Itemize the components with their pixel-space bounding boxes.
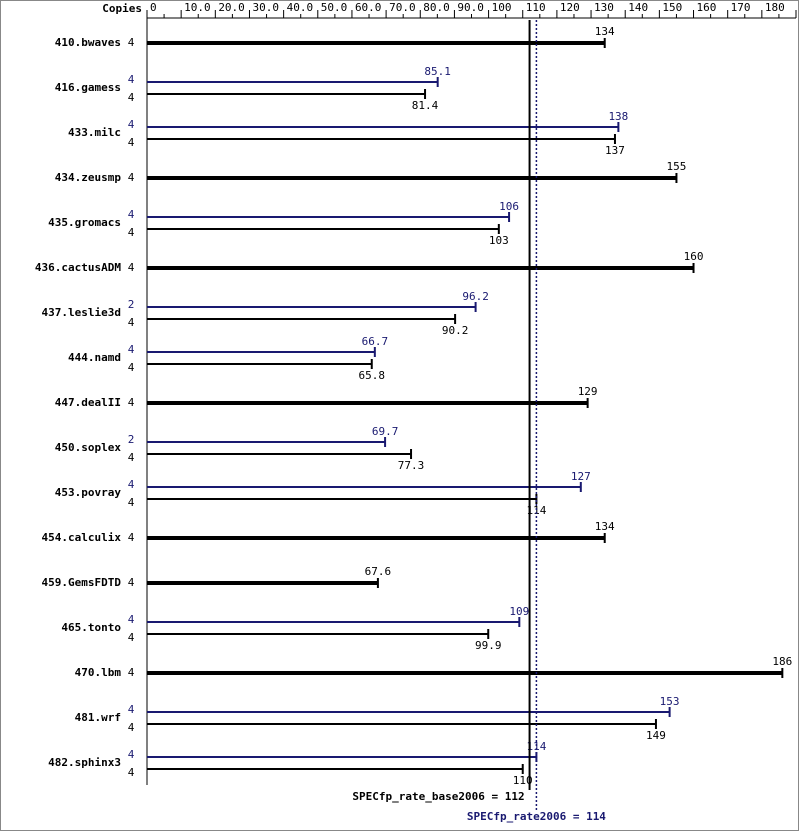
benchmark-label: 436.cactusADM [35,261,121,274]
benchmark-label: 433.milc [68,126,121,139]
peak-copies: 4 [128,613,135,626]
base-copies: 4 [128,91,135,104]
x-tick-label: 40.0 [287,1,314,14]
benchmark-label: 435.gromacs [48,216,121,229]
copies: 4 [128,36,135,49]
value-label: 129 [578,385,598,398]
peak-copies: 2 [128,298,135,311]
value-label: 67.6 [365,565,392,578]
peak-value-label: 138 [608,110,628,123]
base-copies: 4 [128,451,135,464]
base-value-label: 81.4 [412,99,439,112]
benchmark-label: 454.calculix [42,531,122,544]
base-copies: 4 [128,316,135,329]
copies: 4 [128,396,135,409]
reference-label: SPECfp_rate2006 = 114 [467,810,606,823]
peak-value-label: 85.1 [424,65,451,78]
benchmark-label: 481.wrf [75,711,121,724]
peak-value-label: 69.7 [372,425,399,438]
benchmark-label: 416.gamess [55,81,121,94]
x-tick-label: 90.0 [457,1,484,14]
benchmark-label: 450.soplex [55,441,122,454]
peak-copies: 4 [128,703,135,716]
x-tick-label: 50.0 [321,1,348,14]
peak-copies: 4 [128,208,135,221]
peak-value-label: 153 [660,695,680,708]
base-copies: 4 [128,766,135,779]
benchmark-label: 482.sphinx3 [48,756,121,769]
peak-copies: 4 [128,478,135,491]
benchmark-label: 444.namd [68,351,121,364]
x-tick-label: 170 [731,1,751,14]
x-tick-label: 120 [560,1,580,14]
copies-header: Copies [102,2,142,15]
peak-copies: 2 [128,433,135,446]
base-copies: 4 [128,721,135,734]
x-tick-label: 0 [150,1,157,14]
base-value-label: 77.3 [398,459,425,472]
benchmark-label: 434.zeusmp [55,171,122,184]
base-value-label: 65.8 [359,369,386,382]
peak-copies: 4 [128,73,135,86]
base-value-label: 114 [526,504,546,517]
x-tick-label: 30.0 [252,1,279,14]
copies: 4 [128,666,135,679]
peak-value-label: 109 [509,605,529,618]
peak-value-label: 127 [571,470,591,483]
base-value-label: 110 [513,774,533,787]
value-label: 134 [595,520,615,533]
base-value-label: 99.9 [475,639,502,652]
value-label: 160 [684,250,704,263]
benchmark-label: 459.GemsFDTD [42,576,122,589]
peak-value-label: 106 [499,200,519,213]
value-label: 134 [595,25,615,38]
x-tick-label: 100 [492,1,512,14]
base-value-label: 137 [605,144,625,157]
peak-value-label: 96.2 [462,290,489,303]
x-tick-label: 60.0 [355,1,382,14]
x-tick-label: 150 [662,1,682,14]
benchmark-label: 410.bwaves [55,36,121,49]
x-tick-label: 110 [526,1,546,14]
base-value-label: 103 [489,234,509,247]
x-tick-label: 180 [765,1,785,14]
benchmark-label: 465.tonto [61,621,121,634]
x-tick-label: 130 [594,1,614,14]
copies: 4 [128,531,135,544]
base-value-label: 149 [646,729,666,742]
copies: 4 [128,576,135,589]
copies: 4 [128,171,135,184]
peak-copies: 4 [128,343,135,356]
copies: 4 [128,261,135,274]
base-copies: 4 [128,361,135,374]
x-tick-label: 80.0 [423,1,450,14]
base-value-label: 90.2 [442,324,469,337]
peak-copies: 4 [128,118,135,131]
peak-copies: 4 [128,748,135,761]
base-copies: 4 [128,496,135,509]
benchmark-label: 470.lbm [75,666,122,679]
peak-value-label: 114 [526,740,546,753]
x-tick-label: 10.0 [184,1,211,14]
reference-label: SPECfp_rate_base2006 = 112 [352,790,524,803]
value-label: 155 [667,160,687,173]
base-copies: 4 [128,226,135,239]
x-tick-label: 20.0 [218,1,245,14]
peak-value-label: 66.7 [362,335,389,348]
benchmark-label: 447.dealII [55,396,121,409]
benchmark-label: 437.leslie3d [42,306,121,319]
base-copies: 4 [128,136,135,149]
x-tick-label: 140 [628,1,648,14]
x-tick-label: 160 [697,1,717,14]
benchmark-label: 453.povray [55,486,122,499]
value-label: 186 [772,655,792,668]
base-copies: 4 [128,631,135,644]
x-tick-label: 70.0 [389,1,416,14]
